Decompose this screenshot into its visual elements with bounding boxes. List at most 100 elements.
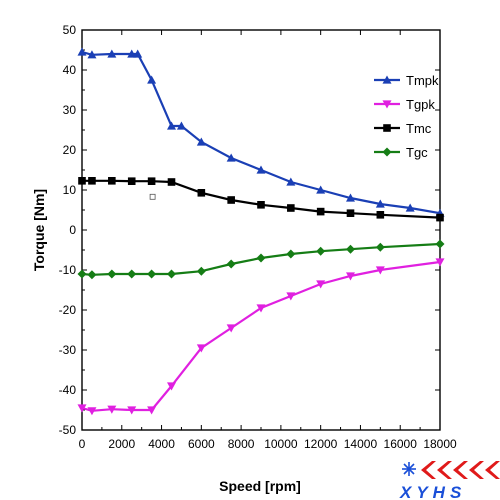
- data-point-tgc: [256, 253, 266, 263]
- series-line-tgpk: [81, 260, 441, 412]
- y-tick-label: -50: [59, 423, 77, 437]
- data-point-tgpk: [107, 405, 117, 414]
- annotation-marker: [149, 193, 156, 200]
- legend-item-tmpk: Tmpk: [374, 73, 439, 88]
- data-point-tgpk: [435, 258, 445, 267]
- series-line-tmc: [82, 179, 441, 219]
- data-point-tgpk: [167, 382, 176, 391]
- data-point-tgc: [107, 269, 117, 279]
- data-point-tgc: [167, 269, 176, 279]
- x-tick-label: 0: [79, 437, 86, 451]
- data-point-tmc: [78, 177, 86, 185]
- x-tick-label: 8000: [228, 437, 255, 451]
- data-point-tgc: [147, 269, 157, 279]
- series-tmc: [78, 177, 444, 222]
- x-tick-label: 10000: [264, 437, 298, 451]
- x-tick-label: 2000: [108, 437, 135, 451]
- data-point-tmpk: [77, 47, 87, 56]
- legend: Tmpk Tgpk Tmc Tgc: [374, 73, 439, 160]
- data-point-tmc: [167, 178, 176, 186]
- y-tick-label: -20: [59, 303, 77, 317]
- legend-marker: [382, 100, 392, 109]
- data-point-tmc: [227, 196, 235, 204]
- chevron-arrows-icon: [421, 461, 500, 479]
- data-point-tgc: [127, 269, 137, 279]
- plot-frame: [81, 29, 441, 431]
- y-tick-label: 20: [63, 143, 77, 157]
- data-point-tmpk: [286, 177, 296, 186]
- y-tick-label: 10: [63, 183, 77, 197]
- data-point-tgpk: [127, 406, 137, 415]
- y-tick-label: 0: [69, 223, 76, 237]
- y-axis-title: Torque [Nm]: [31, 189, 47, 271]
- x-tick-label: 6000: [188, 437, 215, 451]
- data-point-tmpk: [346, 193, 355, 202]
- legend-label: Tgc: [406, 145, 428, 160]
- data-point-tmc: [108, 177, 116, 185]
- data-point-tmpk: [87, 50, 97, 59]
- data-point-tmc: [436, 213, 444, 222]
- data-point-tgc: [286, 249, 296, 259]
- data-point-tgpk: [87, 407, 97, 416]
- series-tgpk: [77, 258, 445, 416]
- x-tick-label: 14000: [344, 437, 378, 451]
- data-point-tmpk: [127, 49, 137, 58]
- data-point-tgc: [77, 269, 87, 279]
- data-point-tmpk: [405, 203, 415, 212]
- data-point-tmpk: [316, 185, 326, 194]
- data-point-tgpk: [196, 344, 206, 353]
- data-point-tgc: [375, 242, 385, 252]
- data-point-tmc: [147, 177, 156, 185]
- asterisk-icon: [402, 462, 416, 476]
- data-point-tmpk: [147, 75, 157, 84]
- data-point-tgpk: [226, 324, 236, 333]
- data-point-tmc: [316, 207, 325, 216]
- data-point-tgc: [226, 259, 236, 269]
- legend-label: Tmpk: [406, 73, 439, 88]
- legend-label: Tmc: [406, 121, 432, 136]
- legend-marker: [383, 124, 391, 132]
- data-point-tmpk: [226, 153, 236, 162]
- data-point-tgpk: [316, 280, 326, 289]
- legend-item-tgpk: Tgpk: [374, 97, 435, 112]
- axes: 0 2000 4000 6000 8000 10000 12000 14000 16000 180…: [59, 23, 457, 451]
- data-point-tmc: [127, 177, 136, 185]
- data-point-tgc: [316, 246, 326, 256]
- data-point-tmpk: [167, 121, 176, 130]
- data-point-tmpk: [107, 49, 117, 58]
- x-tick-label: 18000: [423, 437, 457, 451]
- data-point-tgc: [346, 244, 355, 254]
- data-point-tmpk: [133, 49, 143, 58]
- data-point-tgpk: [346, 272, 355, 281]
- data-point-tgpk: [286, 292, 296, 301]
- data-point-tmpk: [256, 165, 266, 174]
- series-tgc: [77, 239, 445, 280]
- y-tick-label: 30: [63, 103, 77, 117]
- data-point-tmpk: [196, 137, 206, 146]
- y-tick-label: -10: [59, 263, 77, 277]
- xyhs-logo: XYHS: [399, 461, 500, 500]
- y-tick-label: 40: [63, 63, 77, 77]
- data-point-tgpk: [147, 406, 157, 415]
- legend-item-tmc: Tmc: [374, 121, 432, 136]
- data-point-tgpk: [375, 266, 385, 275]
- x-axis-title: Speed [rpm]: [219, 478, 301, 494]
- legend-item-tgc: Tgc: [374, 145, 428, 160]
- data-point-tmpk: [176, 121, 186, 130]
- data-point-tmc: [346, 209, 355, 217]
- series-line-tmpk: [81, 50, 441, 215]
- data-point-tgc: [435, 239, 445, 249]
- data-point-tgpk: [77, 404, 87, 413]
- data-point-tmc: [88, 177, 96, 185]
- data-point-tgc: [196, 266, 206, 276]
- y-tick-label: -40: [59, 383, 77, 397]
- data-point-tmc: [287, 204, 295, 212]
- series-tmpk: [77, 47, 445, 217]
- data-point-tgpk: [256, 304, 266, 313]
- y-tick-label: -30: [59, 343, 77, 357]
- data-point-tmc: [257, 201, 265, 209]
- data-point-tgc: [87, 270, 97, 280]
- x-tick-label: 4000: [148, 437, 175, 451]
- data-point-tmc: [197, 189, 206, 197]
- data-point-tmc: [376, 211, 385, 219]
